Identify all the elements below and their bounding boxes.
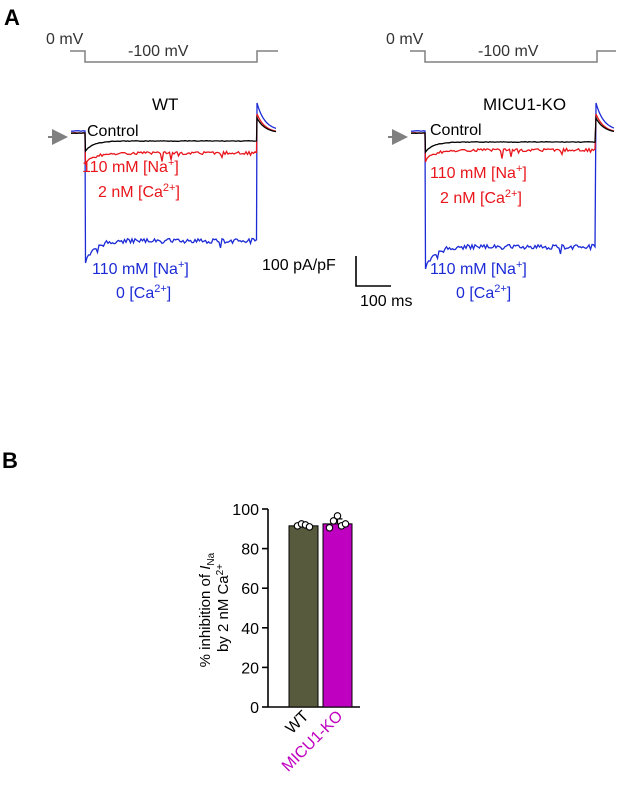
wt-protocol-trace [70, 50, 278, 63]
wt-traces: WT Control 110 mM [Na+] 2 nM [Ca2+] 110 … [48, 95, 277, 302]
ko-voltage-protocol: 0 mV -100 mV [386, 31, 616, 63]
wt-red-label-2: 2 nM [Ca2+] [98, 182, 180, 201]
ko-blue-label-1: 110 mM [Na+] [430, 259, 527, 278]
ko-red-label-1: 110 mM [Na+] [430, 163, 527, 182]
ko-trace-2nm-calcium [411, 113, 615, 163]
y-axis: 0 20 40 60 80 100 [232, 502, 360, 717]
ko-title: MICU1-KO [483, 95, 566, 114]
ko-red-label-2: 2 nM [Ca2+] [440, 188, 522, 207]
y-axis-title: % inhibition of INa by 2 nM Ca2+ [197, 549, 232, 668]
wt-trace-zero-calcium [70, 102, 277, 264]
data-point [341, 520, 350, 528]
wt-control-label: Control [87, 123, 139, 140]
ko-protocol-step-label: -100 mV [478, 43, 539, 60]
panel-b-label: B [2, 448, 18, 473]
y-tick-label: 20 [241, 660, 259, 677]
scale-bar-lines [355, 256, 391, 287]
wt-trace-control [70, 115, 277, 153]
y-tick-label: 40 [241, 621, 259, 638]
ko-trace-control [410, 115, 615, 154]
wt-protocol-step-label: -100 mV [128, 43, 189, 60]
wt-title: WT [152, 95, 178, 114]
wt-trace-2nm-calcium [71, 113, 277, 166]
data-point [329, 517, 338, 525]
bar-micu1-ko [322, 523, 353, 708]
bar-wt [288, 525, 319, 708]
y-tick-label: 0 [250, 700, 259, 717]
data-point [305, 523, 314, 531]
wt-red-label-1: 110 mM [Na+] [82, 157, 179, 176]
scale-bar: 100 pA/pF 100 ms [262, 256, 412, 310]
ko-blue-label-2: 0 [Ca2+] [456, 283, 511, 302]
ko-protocol-holding-label: 0 mV [386, 31, 424, 48]
wt-protocol-holding-label: 0 mV [46, 31, 84, 48]
y-tick-label: 100 [232, 502, 259, 519]
wt-blue-label-1: 110 mM [Na+] [92, 259, 189, 278]
wt-blue-label-2: 0 [Ca2+] [116, 283, 171, 302]
y-tick-label: 60 [241, 581, 259, 598]
data-point [325, 524, 334, 532]
y-tick-label: 80 [241, 542, 259, 559]
ko-trace-zero-calcium [410, 102, 615, 270]
scale-bar-x-label: 100 ms [360, 293, 412, 310]
ko-control-label: Control [430, 122, 482, 139]
ko-traces: MICU1-KO Control 110 mM [Na+] 2 nM [Ca2+… [388, 95, 615, 302]
wt-voltage-protocol: 0 mV -100 mV [46, 31, 278, 63]
data-point [333, 512, 342, 520]
panel-a-label: A [4, 5, 20, 30]
scale-bar-y-label: 100 pA/pF [262, 257, 336, 274]
bars [288, 512, 353, 708]
ko-protocol-trace [410, 50, 616, 63]
